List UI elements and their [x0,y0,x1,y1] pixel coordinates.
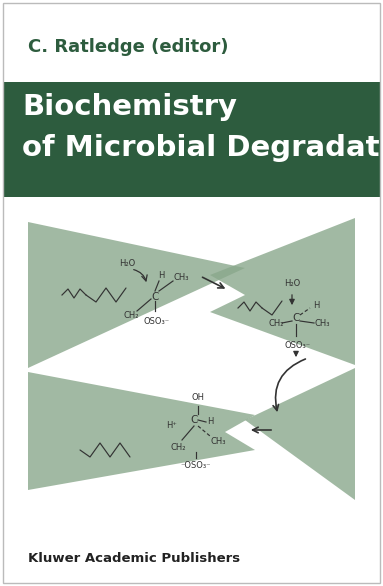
Text: H₂O: H₂O [119,258,135,267]
Text: CH₂: CH₂ [268,319,284,328]
Text: CH₃: CH₃ [314,319,330,329]
Bar [3,82,380,197]
Text: ⁻OSO₃⁻: ⁻OSO₃⁻ [181,462,211,471]
Text: of Microbial Degradation: of Microbial Degradation [22,134,383,162]
Text: H: H [207,417,213,427]
Text: Biochemistry: Biochemistry [22,93,237,121]
Text: CH₃: CH₃ [210,438,226,447]
Text: C: C [151,292,159,302]
Text: H⁺: H⁺ [167,421,177,431]
Polygon shape [28,372,255,490]
Polygon shape [245,368,355,500]
Text: Kluwer Academic Publishers: Kluwer Academic Publishers [28,552,240,565]
Text: CH₂: CH₂ [123,311,139,319]
Text: OSO₃⁻: OSO₃⁻ [285,342,311,350]
Text: H: H [313,302,319,311]
Text: CH₂: CH₂ [170,444,186,452]
Polygon shape [210,218,355,365]
Text: CH₃: CH₃ [173,272,189,281]
Text: C. Ratledge (editor): C. Ratledge (editor) [28,38,229,56]
Text: H₂O: H₂O [284,280,300,288]
Text: OSO₃⁻: OSO₃⁻ [144,316,170,325]
Text: H: H [158,271,164,280]
Polygon shape [28,222,245,368]
Text: C: C [292,313,300,323]
Text: OH: OH [192,394,205,403]
Text: C: C [190,415,198,425]
